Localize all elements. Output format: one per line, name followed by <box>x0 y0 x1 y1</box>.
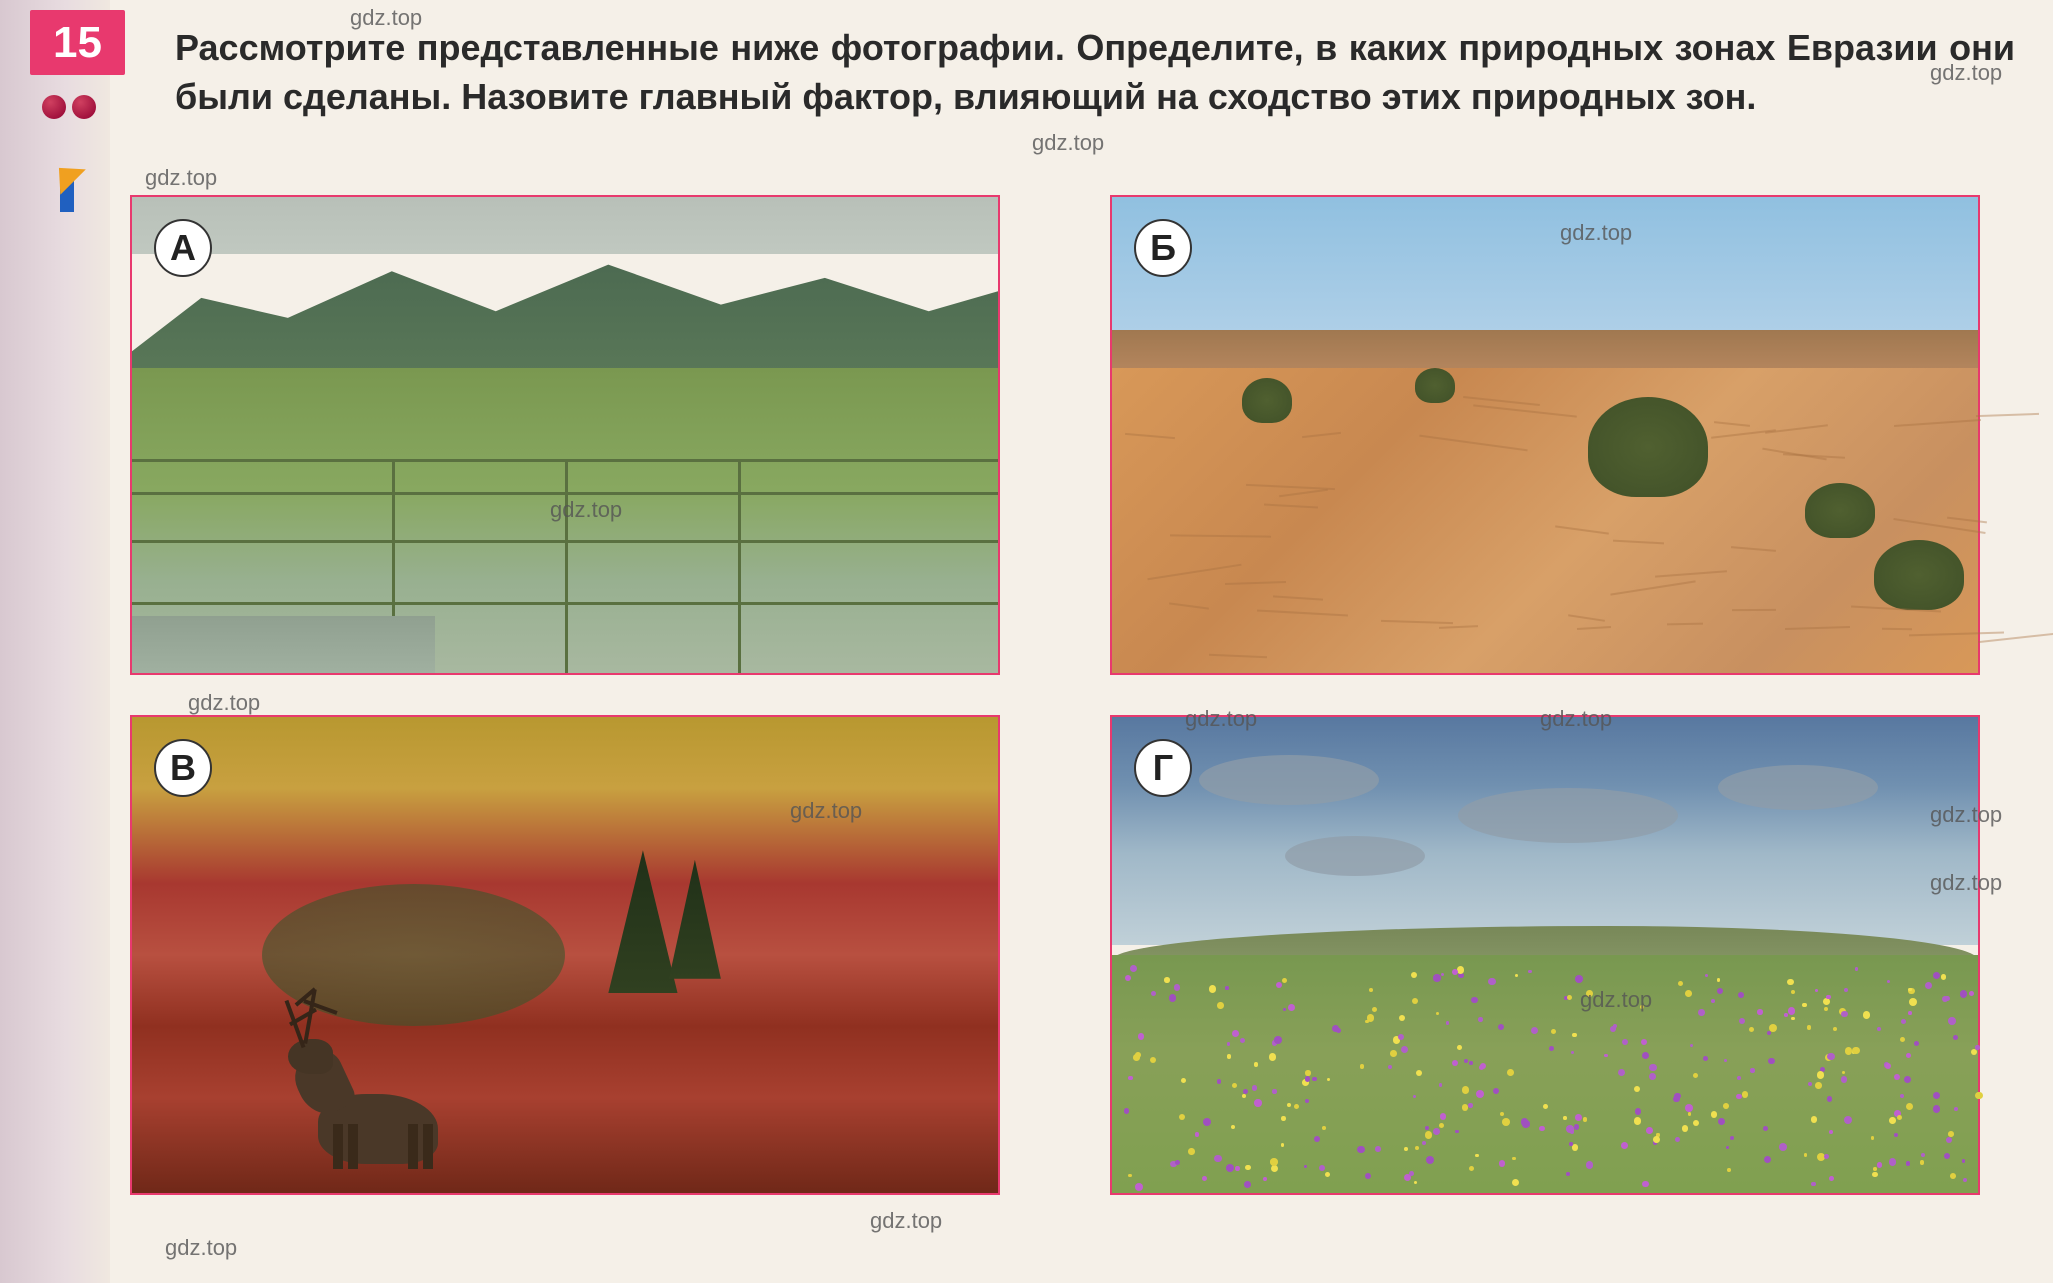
difficulty-dot <box>72 95 96 119</box>
watermark: gdz.top <box>1032 130 1104 156</box>
photos-grid: А Б В <box>130 195 2010 1195</box>
watermark: gdz.top <box>350 5 422 31</box>
question-text: Рассмотрите представленные ниже фотограф… <box>175 24 2015 121</box>
watermark: gdz.top <box>1930 870 2002 896</box>
photo-label-c: В <box>154 739 212 797</box>
photo-a: А <box>130 195 1000 675</box>
watermark: gdz.top <box>145 165 217 191</box>
question-number: 15 <box>53 18 102 68</box>
difficulty-indicator <box>42 95 96 119</box>
watermark: gdz.top <box>188 690 260 716</box>
photo-b: Б <box>1110 195 1980 675</box>
photo-label-b: Б <box>1134 219 1192 277</box>
question-badge: 15 <box>30 10 125 75</box>
watermark: gdz.top <box>1560 220 1632 246</box>
photo-c: В <box>130 715 1000 1195</box>
watermark: gdz.top <box>1930 802 2002 828</box>
photo-label-d: Г <box>1134 739 1192 797</box>
difficulty-dot <box>42 95 66 119</box>
watermark: gdz.top <box>870 1208 942 1234</box>
watermark: gdz.top <box>1930 60 2002 86</box>
reference-arrow-icon <box>48 165 88 220</box>
watermark: gdz.top <box>165 1235 237 1261</box>
watermark: gdz.top <box>1540 706 1612 732</box>
watermark: gdz.top <box>1580 987 1652 1013</box>
photo-label-a: А <box>154 219 212 277</box>
watermark: gdz.top <box>1185 706 1257 732</box>
watermark: gdz.top <box>790 798 862 824</box>
watermark: gdz.top <box>550 497 622 523</box>
photo-d: Г <box>1110 715 1980 1195</box>
